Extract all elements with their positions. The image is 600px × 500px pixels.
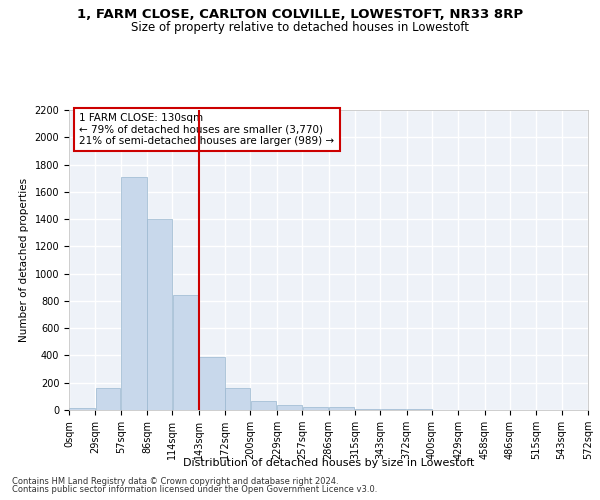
Bar <box>226 388 250 410</box>
Bar <box>302 406 328 410</box>
Text: 1, FARM CLOSE, CARLTON COLVILLE, LOWESTOFT, NR33 8RP: 1, FARM CLOSE, CARLTON COLVILLE, LOWESTO… <box>77 8 523 20</box>
Bar <box>70 408 95 410</box>
Bar <box>148 219 172 410</box>
Text: Distribution of detached houses by size in Lowestoft: Distribution of detached houses by size … <box>183 458 475 468</box>
Bar <box>173 296 199 410</box>
Text: Contains HM Land Registry data © Crown copyright and database right 2024.: Contains HM Land Registry data © Crown c… <box>12 478 338 486</box>
Bar <box>251 401 277 410</box>
Text: Contains public sector information licensed under the Open Government Licence v3: Contains public sector information licen… <box>12 485 377 494</box>
Bar <box>277 405 302 410</box>
Text: 1 FARM CLOSE: 130sqm
← 79% of detached houses are smaller (3,770)
21% of semi-de: 1 FARM CLOSE: 130sqm ← 79% of detached h… <box>79 113 335 146</box>
Text: Size of property relative to detached houses in Lowestoft: Size of property relative to detached ho… <box>131 21 469 34</box>
Bar <box>121 177 146 410</box>
Bar <box>199 357 224 410</box>
Bar <box>329 406 355 410</box>
Bar <box>95 388 121 410</box>
Y-axis label: Number of detached properties: Number of detached properties <box>19 178 29 342</box>
